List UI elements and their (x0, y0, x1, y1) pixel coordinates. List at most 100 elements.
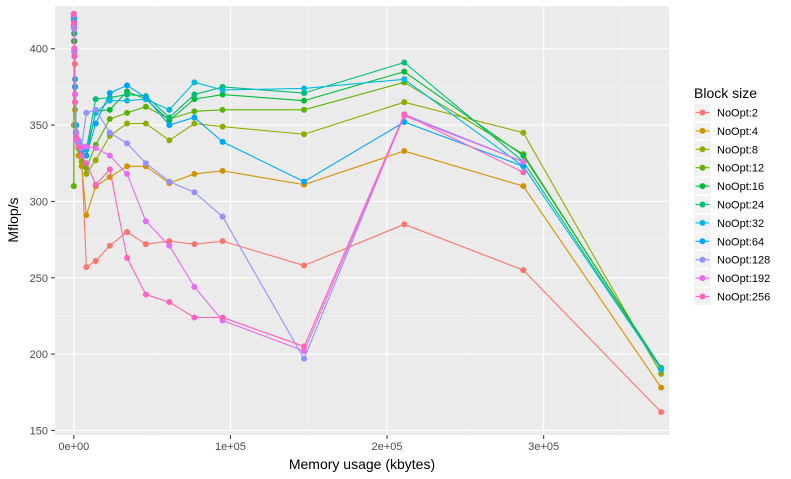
y-tick-label: 400 (30, 44, 48, 56)
legend-label: NoOpt:4 (717, 126, 758, 138)
data-point (83, 109, 90, 116)
data-point (401, 59, 408, 66)
data-point (219, 167, 226, 174)
y-tick-label: 150 (30, 425, 48, 437)
data-point (75, 143, 82, 150)
data-point (658, 384, 665, 391)
x-tick-label: 3e+05 (528, 441, 559, 453)
data-point (301, 343, 308, 350)
series-layer (70, 10, 665, 416)
data-point (520, 129, 527, 136)
x-axis-title: Memory usage (kbytes) (289, 456, 435, 472)
data-point (166, 122, 173, 129)
data-point (191, 120, 198, 127)
legend-item: NoOpt:128 (694, 251, 770, 269)
data-point (401, 111, 408, 118)
data-point (83, 152, 90, 159)
legend-key-point (699, 109, 706, 116)
data-point (83, 143, 90, 150)
legend-key-point (699, 275, 706, 282)
data-point (520, 158, 527, 165)
data-point (124, 109, 131, 116)
legend-item: NoOpt:32 (694, 214, 764, 232)
grid-major (55, 6, 669, 435)
legend-key-point (699, 293, 706, 300)
x-tick-label: 2e+05 (372, 441, 403, 453)
legend-item: NoOpt:64 (694, 232, 764, 250)
data-point (219, 238, 226, 245)
data-point (166, 106, 173, 113)
legend-label: NoOpt:128 (717, 255, 770, 267)
legend-key-point (699, 219, 706, 226)
series-noopt-256 (70, 10, 527, 350)
legend-label: NoOpt:2 (717, 108, 758, 120)
data-point (401, 76, 408, 83)
data-point (520, 183, 527, 190)
legend-item: NoOpt:4 (694, 122, 758, 140)
data-point (92, 257, 99, 264)
data-point (92, 144, 99, 151)
y-tick-label: 250 (30, 273, 48, 285)
data-point (301, 85, 308, 92)
data-point (92, 106, 99, 113)
legend-items: NoOpt:2 NoOpt:4 NoOpt:8 NoOpt:12 NoOpt:16 NoO… (694, 104, 770, 305)
data-point (106, 115, 113, 122)
data-point (92, 181, 99, 188)
legend-label: NoOpt:32 (717, 218, 764, 230)
data-point (92, 96, 99, 103)
data-point (191, 283, 198, 290)
data-point (142, 291, 149, 298)
legend-key-point (699, 256, 706, 263)
legend: Block size NoOpt:2 NoOpt:4 NoOpt:8 NoOpt:12… (694, 85, 770, 305)
data-point (78, 152, 85, 159)
data-point (301, 90, 308, 97)
data-point (124, 140, 131, 147)
legend-item: NoOpt:8 (694, 140, 758, 158)
data-point (124, 91, 131, 98)
legend-label: NoOpt:12 (717, 163, 764, 175)
data-point (520, 169, 527, 176)
data-point (219, 213, 226, 220)
data-point (142, 94, 149, 101)
grid-minor (55, 6, 669, 435)
x-tick-label: 0e+00 (58, 441, 89, 453)
data-point (191, 189, 198, 196)
data-point (106, 129, 113, 136)
data-point (124, 170, 131, 177)
data-point (83, 160, 90, 167)
data-point (166, 299, 173, 306)
data-point (166, 137, 173, 144)
legend-item: NoOpt:2 (694, 104, 758, 121)
y-axis: 150 200 250 300 350 400 (30, 44, 55, 437)
data-point (219, 91, 226, 98)
data-point (401, 221, 408, 228)
legend-key-point (699, 238, 706, 245)
legend-title: Block size (694, 85, 757, 101)
data-point (219, 106, 226, 113)
legend-label: NoOpt:8 (717, 144, 758, 156)
data-point (124, 120, 131, 127)
series-line (73, 13, 524, 348)
data-point (301, 262, 308, 269)
data-point (142, 120, 149, 127)
data-point (658, 370, 665, 377)
data-point (142, 241, 149, 248)
data-point (401, 148, 408, 155)
data-point (106, 106, 113, 113)
data-point (106, 152, 113, 159)
data-point (70, 10, 77, 17)
data-point (142, 103, 149, 110)
legend-item: NoOpt:256 (694, 288, 770, 305)
data-point (71, 19, 78, 26)
data-point (106, 166, 113, 173)
data-point (301, 97, 308, 104)
legend-key-point (699, 183, 706, 190)
data-point (191, 241, 198, 248)
data-point (83, 170, 90, 177)
data-point (301, 106, 308, 113)
y-tick-label: 300 (30, 196, 48, 208)
legend-key-point (699, 201, 706, 208)
data-point (142, 218, 149, 225)
data-point (658, 409, 665, 416)
